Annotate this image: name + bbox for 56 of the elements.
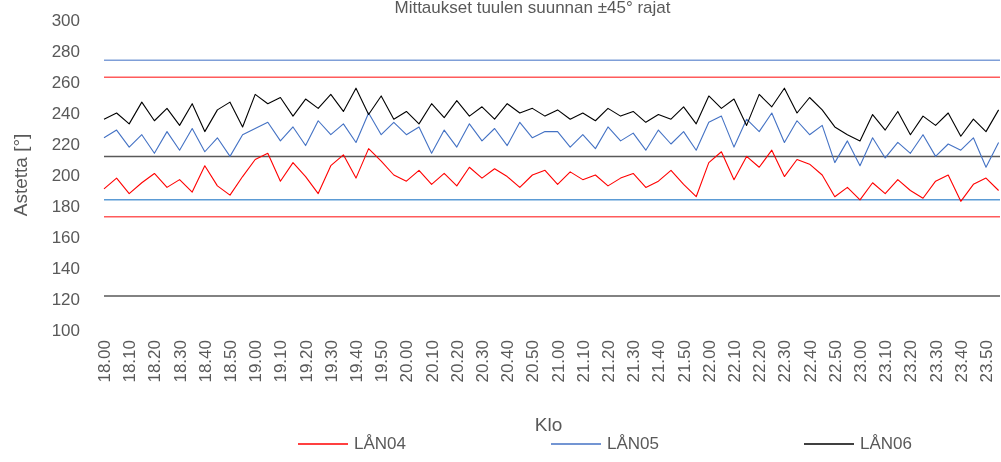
x-tick-label: 21.20: [599, 340, 618, 383]
x-tick-label: 23.00: [851, 340, 870, 383]
y-tick-label: 220: [51, 135, 80, 154]
legend-label: LÅN05: [607, 434, 659, 453]
x-tick-label: 18.00: [95, 340, 114, 383]
x-tick-label: 19.50: [372, 340, 392, 383]
y-tick-label: 140: [51, 259, 80, 278]
x-tick-label: 21.30: [624, 340, 644, 383]
legend-label: LÅN06: [860, 434, 912, 453]
x-tick-label: 20.20: [447, 340, 467, 383]
x-tick-label: 20.10: [422, 340, 442, 383]
y-axis-title: Astetta [°]: [10, 133, 31, 217]
y-tick-label: 200: [51, 166, 80, 185]
x-tick-label: 20.30: [473, 340, 492, 383]
y-tick-label: 180: [51, 197, 80, 216]
x-tick-label: 23.10: [876, 340, 896, 383]
x-tick-label: 21.50: [674, 340, 694, 383]
y-tick-label: 160: [51, 228, 80, 247]
x-tick-label: 19.20: [296, 340, 316, 383]
x-tick-label: 22.00: [699, 340, 719, 383]
x-tick-label: 23.40: [951, 340, 971, 383]
y-tick-label: 280: [51, 42, 80, 61]
x-tick-label: 20.00: [397, 340, 417, 383]
y-tick-label: 240: [51, 104, 80, 123]
x-axis-title: Klo: [534, 414, 563, 435]
x-tick-label: 18.20: [145, 340, 165, 383]
x-tick-label: 21.00: [548, 340, 568, 383]
x-tick-label: 18.10: [120, 340, 140, 383]
x-tick-label: 20.40: [498, 340, 518, 383]
chart-title: Mittaukset tuulen suunnan ±45° rajat: [394, 0, 671, 17]
x-tick-label: 18.40: [195, 340, 215, 383]
x-tick-label: 22.10: [725, 340, 744, 383]
x-tick-label: 20.50: [523, 340, 543, 383]
x-tick-label: 19.10: [271, 340, 291, 383]
line-series: [103, 112, 1000, 168]
x-tick-label: 19.30: [321, 340, 341, 383]
x-tick-label: 19.40: [347, 340, 366, 383]
y-tick-label: 100: [51, 321, 80, 340]
y-tick-label: 260: [51, 73, 80, 92]
y-tick-label: 120: [51, 290, 80, 309]
x-tick-label: 18.30: [170, 340, 190, 383]
x-tick-label: 22.30: [775, 340, 795, 383]
x-tick-label: 18.50: [221, 340, 240, 383]
x-tick-label: 23.50: [977, 340, 996, 383]
x-tick-label: 21.40: [649, 340, 669, 383]
y-tick-label: 300: [51, 11, 80, 30]
x-tick-label: 22.50: [825, 340, 845, 383]
x-tick-label: 23.20: [901, 340, 921, 383]
line-series: [103, 148, 1000, 202]
line-series: [103, 87, 1000, 142]
legend-label: LÅN04: [354, 434, 406, 453]
x-tick-label: 21.10: [573, 340, 593, 383]
x-tick-label: 23.30: [926, 340, 946, 383]
x-tick-label: 22.40: [800, 340, 820, 383]
x-tick-label: 19.00: [246, 340, 266, 383]
x-tick-label: 22.20: [750, 340, 770, 383]
